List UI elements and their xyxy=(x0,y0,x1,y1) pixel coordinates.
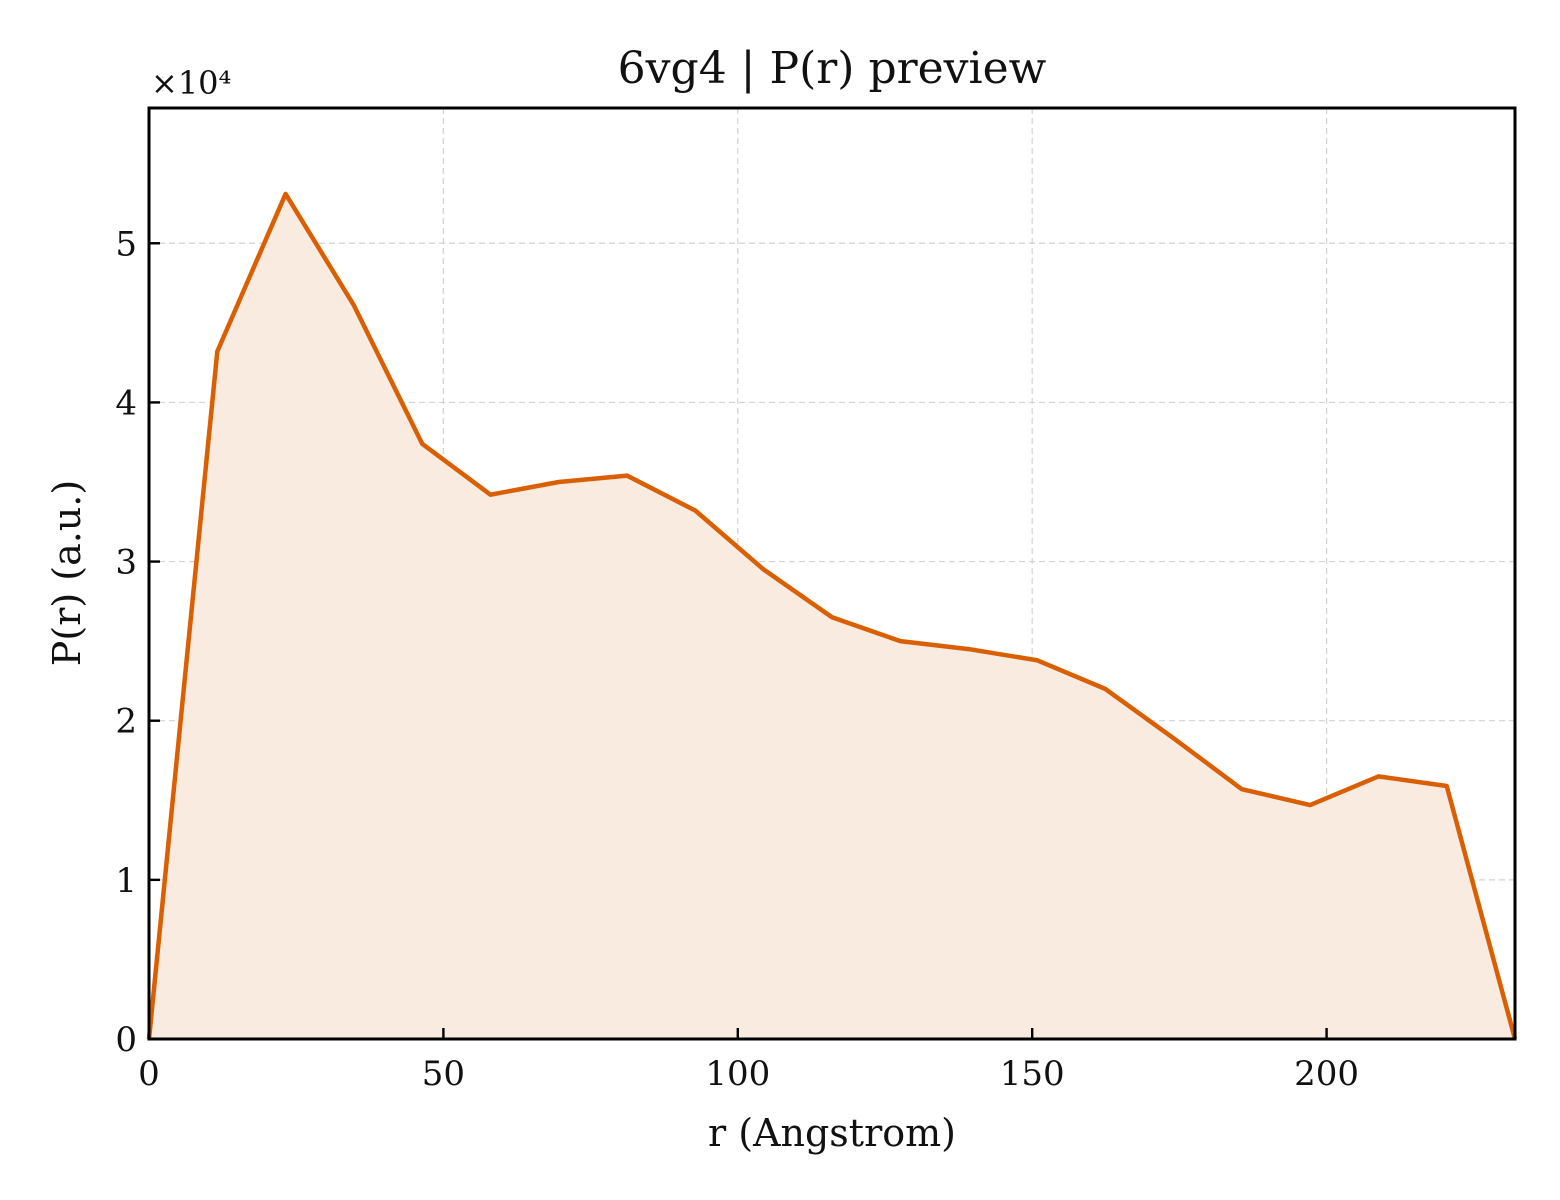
chart-title: 6vg4 | P(r) preview xyxy=(618,43,1047,94)
series-line xyxy=(146,191,1518,1040)
y-tick-label: 5 xyxy=(115,224,137,264)
x-tick-label: 100 xyxy=(705,1054,770,1094)
plot-frame xyxy=(147,106,1517,1041)
axis-ticks: 0 50 100 150 200 0 1 2 3 4 5 xyxy=(115,224,1359,1094)
y-tick-label: 4 xyxy=(115,383,137,423)
y-tick-label: 0 xyxy=(115,1020,137,1060)
y-tick-label: 3 xyxy=(115,543,137,583)
x-tick-label: 0 xyxy=(138,1054,160,1094)
x-tick-label: 50 xyxy=(422,1054,465,1094)
x-tick-label: 200 xyxy=(1294,1054,1359,1094)
y-axis-label: P(r) (a.u.) xyxy=(45,480,89,666)
y-tick-label: 2 xyxy=(115,702,137,742)
series-area-fill xyxy=(149,193,1515,1039)
y-axis-multiplier: ×10⁴ xyxy=(151,64,231,102)
x-axis-label: r (Angstrom) xyxy=(708,1111,956,1155)
y-tick-label: 1 xyxy=(115,861,137,901)
x-tick-label: 150 xyxy=(1000,1054,1065,1094)
